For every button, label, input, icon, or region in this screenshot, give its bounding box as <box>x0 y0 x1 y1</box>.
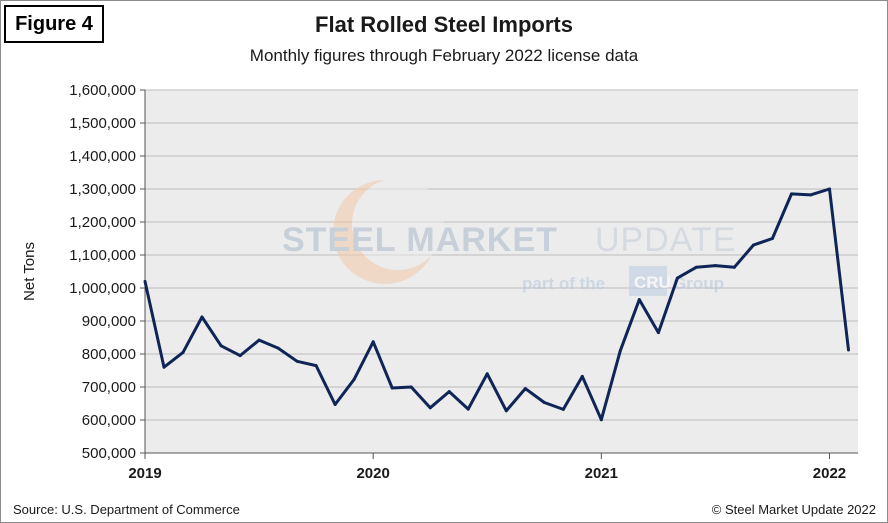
x-tick-label: 2020 <box>356 465 389 482</box>
data-point <box>276 346 280 350</box>
watermark-cru: CRU <box>634 273 671 292</box>
data-point <box>143 279 147 283</box>
data-point <box>732 265 736 269</box>
data-point <box>485 372 489 376</box>
data-point <box>713 264 717 268</box>
data-point <box>847 348 850 352</box>
y-tick-label: 900,000 <box>82 313 136 330</box>
y-tick-label: 1,400,000 <box>69 148 136 165</box>
watermark-swoosh-mask <box>352 178 444 270</box>
copyright-note: © Steel Market Update 2022 <box>711 502 876 517</box>
chart-subtitle: Monthly figures through February 2022 li… <box>249 46 639 65</box>
y-tick-label: 500,000 <box>82 445 136 462</box>
data-point <box>675 276 679 280</box>
axes <box>140 89 858 459</box>
data-point <box>809 193 812 197</box>
data-point <box>561 407 565 411</box>
data-point <box>238 354 242 358</box>
watermark-group: Group <box>673 274 724 293</box>
watermark-cru-box <box>629 266 667 296</box>
y-tick-label: 1,100,000 <box>69 247 136 264</box>
y-tick-label: 800,000 <box>82 346 136 363</box>
y-tick-label: 1,200,000 <box>69 214 136 231</box>
data-point <box>637 298 641 302</box>
x-axis-ticks: 2019 2020 2021 2022 <box>128 465 846 482</box>
y-tick-label: 700,000 <box>82 379 136 396</box>
y-tick-label: 1,300,000 <box>69 181 136 198</box>
data-point <box>352 377 356 381</box>
series-line <box>143 187 850 422</box>
data-point <box>409 385 413 389</box>
source-note: Source: U.S. Department of Commerce <box>13 502 240 517</box>
data-point <box>770 237 774 240</box>
watermark-steel-market: STEEL MARKET <box>282 221 558 259</box>
chart-title: Flat Rolled Steel Imports <box>315 12 573 37</box>
y-tick-label: 1,500,000 <box>69 115 136 132</box>
y-tick-label: 600,000 <box>82 412 136 429</box>
data-point <box>790 192 793 196</box>
data-point <box>447 390 451 394</box>
data-point <box>333 403 337 406</box>
data-point <box>428 406 432 410</box>
x-tick-label: 2021 <box>585 465 618 482</box>
data-point <box>828 187 831 191</box>
data-point <box>314 364 318 368</box>
plot-area <box>145 90 858 453</box>
y-tick-label: 1,000,000 <box>69 280 136 297</box>
data-point <box>371 340 375 344</box>
y-axis-title: Net Tons <box>21 242 38 301</box>
data-point <box>580 374 584 378</box>
watermark-logo: STEEL MARKET UPDATE part of the CRU Grou… <box>282 178 736 296</box>
data-point <box>390 386 394 390</box>
data-point <box>656 331 660 335</box>
data-points <box>143 187 850 422</box>
data-point <box>504 409 508 413</box>
data-point <box>618 349 622 353</box>
data-point <box>542 401 546 404</box>
data-point <box>599 418 603 422</box>
data-point <box>295 359 299 363</box>
y-axis-ticks: 500,000 600,000 700,000 800,000 900,000 1,000… <box>69 82 136 462</box>
data-point <box>257 338 261 342</box>
watermark-update: UPDATE <box>595 221 736 259</box>
x-tick-label: 2022 <box>813 465 846 482</box>
watermark-part-of: part of the <box>522 274 605 293</box>
figure-label: Figure 4 <box>4 5 104 43</box>
data-point <box>219 344 223 348</box>
x-tick-label: 2019 <box>128 465 161 482</box>
data-point <box>523 387 527 391</box>
y-tick-label: 1,600,000 <box>69 82 136 99</box>
data-point <box>694 265 698 269</box>
data-point <box>466 407 470 411</box>
data-point <box>200 315 204 319</box>
data-point <box>751 243 755 247</box>
data-point <box>162 365 166 369</box>
gridlines <box>145 89 858 421</box>
data-point <box>181 350 185 354</box>
